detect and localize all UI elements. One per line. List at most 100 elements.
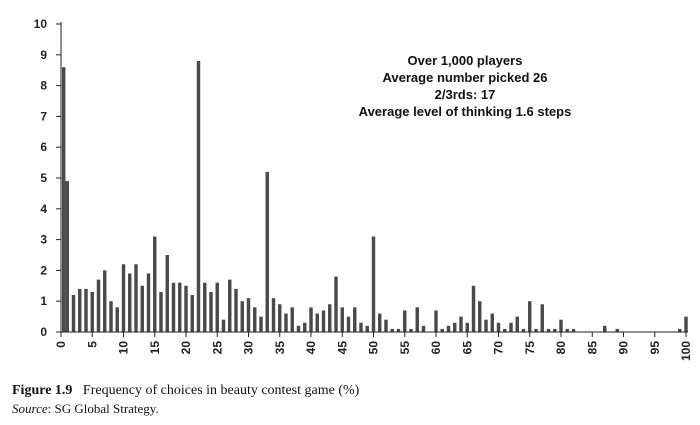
bar-37 — [290, 307, 294, 332]
bar-79 — [553, 328, 557, 332]
y-tick-label-7: 7 — [40, 109, 47, 123]
bar-34 — [271, 298, 276, 332]
bar-40 — [309, 307, 313, 332]
x-tick-label-50: 50 — [367, 341, 381, 355]
y-tick-label-10: 10 — [34, 17, 48, 31]
bar-chart: 0 1 2 3 4 5 6 7 8 9 10 0 5 10 15 20 25 30 35 40 45 50 55 60 65 70… — [34, 17, 693, 361]
bar-22 — [196, 60, 201, 333]
y-tick-label-3: 3 — [40, 233, 47, 247]
bar-70 — [496, 322, 501, 332]
bar-47 — [353, 307, 357, 332]
bar-43 — [328, 304, 332, 332]
bar-8 — [109, 301, 113, 332]
bar-55 — [403, 310, 407, 332]
bar-44 — [334, 276, 338, 332]
x-tick-label-40: 40 — [304, 341, 318, 355]
x-tick-label-85: 85 — [585, 341, 599, 355]
x-tick-label-30: 30 — [242, 341, 256, 355]
bar-48 — [359, 322, 363, 332]
bar-33 — [265, 171, 269, 332]
bar-99 — [678, 328, 682, 332]
bar-21 — [190, 295, 194, 332]
bar-69 — [490, 313, 494, 332]
bar-24 — [209, 291, 213, 332]
bar-60 — [434, 310, 438, 332]
x-tick-label-90: 90 — [617, 341, 631, 355]
bar-54 — [396, 328, 401, 332]
bar-2 — [71, 295, 76, 332]
bar-87 — [603, 325, 607, 332]
bar-14 — [146, 273, 151, 332]
x-tick-label-70: 70 — [492, 341, 506, 355]
bar-39 — [303, 322, 307, 332]
bar-49 — [365, 325, 369, 332]
bar-67 — [478, 301, 482, 332]
source-label: Source — [12, 401, 48, 416]
bar-11 — [128, 273, 132, 332]
bar-81 — [565, 328, 569, 332]
bar-56 — [409, 328, 413, 332]
bar-26 — [221, 319, 226, 332]
x-tick-label-0: 0 — [54, 341, 68, 348]
bar-42 — [321, 310, 326, 332]
x-tick-label-20: 20 — [179, 341, 193, 355]
x-tick-label-15: 15 — [148, 341, 162, 355]
annotation-thinking-steps: Average level of thinking 1.6 steps — [358, 104, 572, 119]
bar-100 — [684, 316, 688, 332]
bar-28 — [234, 288, 238, 332]
bar-35 — [278, 304, 282, 332]
bar-5 — [90, 291, 94, 332]
x-tick-label-60: 60 — [429, 341, 443, 355]
bar-53 — [390, 328, 394, 332]
caption-title-line: Figure 1.9 Frequency of choices in beaut… — [12, 383, 692, 401]
bar-89 — [615, 328, 619, 332]
bar-32 — [259, 316, 263, 332]
bar-57 — [415, 307, 419, 332]
bar-20 — [184, 285, 188, 332]
bar-3 — [78, 288, 82, 332]
bar-41 — [315, 313, 319, 332]
figure-text: Frequency of choices in beauty contest g… — [82, 383, 360, 398]
bar-13 — [140, 285, 144, 332]
bar-27 — [228, 279, 232, 332]
x-tick-label-55: 55 — [398, 341, 412, 355]
y-tick-label-2: 2 — [40, 263, 47, 277]
source-text: : SG Global Strategy. — [47, 401, 159, 416]
annotation-average-picked: Average number picked 26 — [382, 70, 548, 85]
bar-50 — [371, 236, 376, 332]
bar-64 — [459, 316, 463, 332]
bar-45 — [340, 307, 344, 332]
bar-12 — [134, 264, 138, 332]
figure-number: 1.9 — [54, 383, 73, 398]
bar-0 — [62, 67, 66, 333]
bar-10 — [121, 264, 126, 332]
caption-source-line: Source: SG Global Strategy. — [12, 401, 692, 419]
bar-19 — [178, 282, 182, 332]
bar-74 — [521, 328, 526, 332]
figure-label: Figure — [12, 383, 52, 398]
x-tick-label-65: 65 — [460, 341, 474, 355]
annotation-players: Over 1,000 players — [407, 53, 523, 68]
bar-80 — [559, 319, 563, 332]
x-tick-label-35: 35 — [273, 341, 287, 355]
bar-68 — [484, 319, 488, 332]
bar-7 — [103, 270, 107, 332]
bar-58 — [421, 325, 426, 332]
x-tick-label-10: 10 — [117, 341, 131, 355]
bar-76 — [534, 328, 538, 332]
bar-72 — [509, 322, 513, 332]
bar-17 — [165, 255, 169, 332]
x-tick-label-25: 25 — [210, 341, 224, 355]
bar-9 — [115, 307, 119, 332]
x-tick-label-75: 75 — [523, 341, 537, 355]
bar-77 — [540, 304, 544, 332]
bar-16 — [159, 291, 163, 332]
y-tick-label-1: 1 — [40, 294, 47, 308]
bar-71 — [503, 328, 507, 332]
bar-61 — [440, 328, 444, 332]
bar-65 — [465, 322, 469, 332]
bar-15 — [153, 236, 157, 332]
bar-18 — [171, 282, 176, 332]
figure-caption: Figure 1.9 Frequency of choices in beaut… — [12, 383, 692, 419]
y-tick-label-0: 0 — [40, 325, 47, 339]
